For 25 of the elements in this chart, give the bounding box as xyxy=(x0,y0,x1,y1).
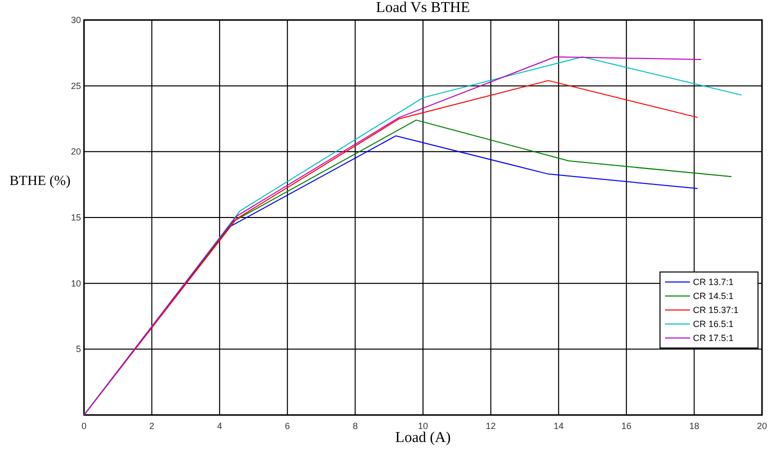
x-tick-label: 4 xyxy=(217,421,222,431)
x-tick-label: 0 xyxy=(81,421,87,431)
y-axis-title: BTHE (%) xyxy=(9,174,71,189)
y-tick-label: 25 xyxy=(70,80,81,91)
x-tick-label: 12 xyxy=(486,421,496,431)
y-tick-label: 20 xyxy=(70,146,81,157)
legend-label: CR 15.37:1 xyxy=(693,305,739,315)
legend-label: CR 16.5:1 xyxy=(693,319,734,329)
legend-label: CR 13.7:1 xyxy=(693,277,734,287)
x-tick-label: 2 xyxy=(149,421,154,431)
x-tick-label: 20 xyxy=(756,421,768,431)
x-tick-label: 14 xyxy=(554,421,564,431)
x-tick-label: 18 xyxy=(689,421,700,431)
x-tick-label: 8 xyxy=(352,421,358,431)
legend-label: CR 14.5:1 xyxy=(693,291,734,301)
y-tick-label: 15 xyxy=(70,212,81,222)
y-tick-label: 5 xyxy=(76,344,81,354)
y-tick-label: 30 xyxy=(70,15,81,25)
x-tick-label: 16 xyxy=(621,421,632,431)
x-tick-label: 10 xyxy=(418,421,428,431)
chart-title: Load Vs BTHE xyxy=(376,0,470,16)
legend-label: CR 17.5:1 xyxy=(693,333,734,343)
x-axis-title: Load (A) xyxy=(395,430,451,446)
y-tick-label: 10 xyxy=(70,278,81,288)
x-tick-label: 6 xyxy=(284,421,290,431)
